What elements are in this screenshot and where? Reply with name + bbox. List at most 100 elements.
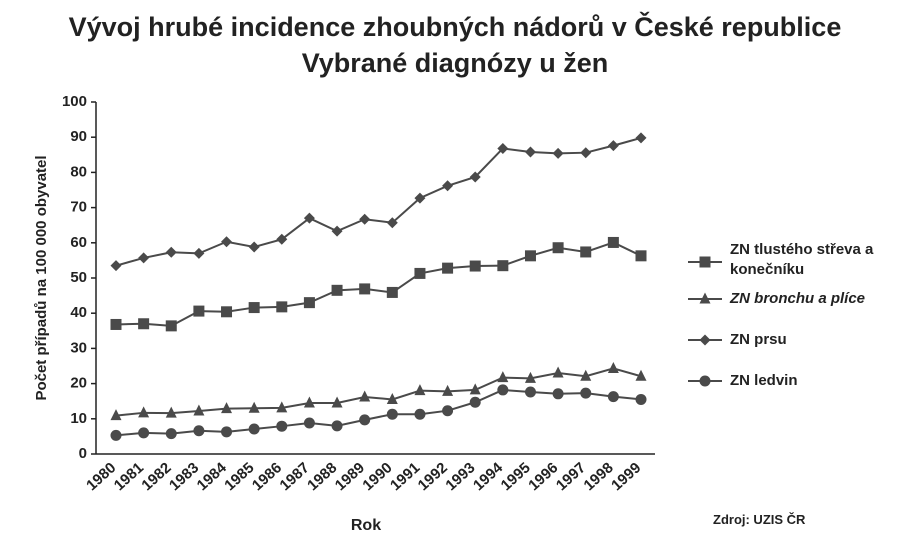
y-axis-label: Počet případů na 100 000 obyvatel — [33, 155, 50, 400]
x-tick-label: 1982 — [138, 459, 174, 494]
x-tick-label: 1986 — [249, 459, 285, 494]
source-note: Zdroj: UZIS ČR — [713, 512, 806, 527]
y-tick-label: 60 — [70, 234, 87, 251]
marker-square — [414, 267, 426, 279]
marker-triangle — [221, 402, 233, 414]
marker-triangle — [635, 369, 647, 381]
marker-circle — [699, 375, 711, 387]
y-tick-label: 20 — [70, 375, 87, 392]
chart-title: Vývoj hrubé incidence zhoubných nádorů v… — [69, 11, 842, 42]
marker-square — [469, 260, 481, 272]
marker-square — [193, 305, 205, 317]
marker-circle — [359, 414, 371, 426]
marker-triangle — [138, 406, 150, 418]
marker-circle — [165, 428, 177, 440]
marker-triangle — [442, 384, 454, 396]
marker-square — [276, 301, 288, 313]
marker-circle — [386, 408, 398, 420]
marker-diamond — [165, 246, 177, 258]
x-tick-label: 1983 — [166, 459, 202, 494]
x-tick-label: 1990 — [359, 459, 395, 494]
marker-square — [221, 306, 233, 318]
marker-square — [580, 246, 592, 258]
x-tick-label: 1999 — [608, 459, 644, 494]
marker-circle — [580, 387, 592, 399]
marker-square — [635, 250, 647, 262]
marker-circle — [248, 423, 260, 435]
marker-triangle — [414, 384, 426, 396]
marker-square — [442, 262, 454, 274]
marker-diamond — [469, 171, 481, 183]
marker-square — [110, 318, 122, 330]
marker-square — [524, 250, 536, 262]
x-tick-label: 1994 — [470, 459, 507, 494]
marker-diamond — [635, 132, 647, 144]
marker-diamond — [359, 213, 371, 225]
y-tick-label: 100 — [62, 93, 87, 110]
marker-triangle — [497, 371, 509, 383]
marker-square — [303, 297, 315, 309]
marker-diamond — [276, 233, 288, 245]
marker-triangle — [524, 371, 536, 383]
x-tick-label: 1984 — [194, 459, 231, 494]
marker-triangle — [110, 409, 122, 421]
legend-label: ZN bronchu a plíce — [730, 290, 866, 307]
legend-label: ZN ledvin — [730, 372, 798, 389]
marker-diamond — [497, 142, 509, 154]
x-tick-label: 1996 — [525, 459, 561, 494]
marker-diamond — [138, 252, 150, 264]
marker-triangle — [359, 390, 371, 402]
marker-square — [699, 256, 711, 268]
y-tick-label: 30 — [70, 339, 87, 356]
marker-diamond — [442, 180, 454, 192]
marker-triangle — [607, 361, 619, 373]
y-tick-label: 0 — [79, 445, 87, 462]
marker-diamond — [524, 146, 536, 158]
y-tick-label: 10 — [70, 410, 87, 427]
legend-label: ZN tlustého střeva a konečníku — [730, 241, 874, 278]
chart-subtitle: Vybrané diagnózy u žen — [302, 48, 609, 78]
marker-circle — [607, 391, 619, 403]
marker-triangle — [386, 392, 398, 404]
marker-square — [248, 302, 260, 314]
marker-diamond — [386, 217, 398, 229]
marker-diamond — [331, 225, 343, 237]
marker-diamond — [303, 212, 315, 224]
marker-square — [138, 318, 150, 330]
marker-diamond — [248, 241, 260, 253]
marker-triangle — [699, 292, 711, 304]
y-tick-label: 50 — [70, 269, 87, 286]
x-tick-label: 1993 — [442, 459, 478, 494]
x-tick-label: 1985 — [221, 459, 257, 494]
x-tick-label: 1997 — [553, 459, 589, 494]
series-line — [115, 367, 642, 417]
x-tick-label: 1991 — [387, 459, 423, 494]
marker-circle — [110, 429, 122, 441]
marker-circle — [276, 420, 288, 432]
x-tick-label: 1988 — [304, 459, 340, 494]
marker-triangle — [469, 383, 481, 395]
marker-triangle — [552, 366, 564, 378]
x-tick-label: 1992 — [415, 459, 451, 494]
y-tick-label: 70 — [70, 199, 87, 216]
marker-triangle — [248, 401, 260, 413]
marker-circle — [331, 420, 343, 432]
x-tick-label: 1998 — [581, 459, 617, 494]
marker-diamond — [193, 247, 205, 259]
x-tick-label: 1995 — [498, 459, 534, 494]
marker-square — [386, 286, 398, 298]
y-tick-label: 40 — [70, 304, 87, 321]
x-tick-label: 1980 — [83, 459, 119, 494]
marker-triangle — [193, 404, 205, 416]
x-tick-label: 1981 — [111, 459, 147, 494]
marker-circle — [635, 393, 647, 405]
marker-triangle — [580, 369, 592, 381]
marker-circle — [193, 425, 205, 437]
marker-square — [165, 320, 177, 332]
marker-circle — [221, 426, 233, 438]
marker-circle — [469, 396, 481, 408]
marker-triangle — [165, 406, 177, 418]
y-tick-label: 80 — [70, 163, 87, 180]
